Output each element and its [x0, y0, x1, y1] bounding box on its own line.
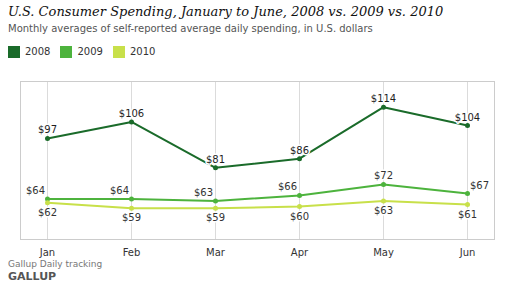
html-text:2008: 2008 — [25, 46, 51, 57]
html-text:Monthly averages of self-repor: Monthly averages of self-reported averag… — [8, 23, 373, 34]
svg-text:Jun: Jun — [459, 247, 476, 258]
html-text:2009: 2009 — [77, 46, 103, 57]
html-text:2010: 2010 — [129, 46, 156, 57]
svg-text:$66: $66 — [278, 181, 297, 192]
svg-text:$60: $60 — [290, 211, 309, 222]
svg-text:Jan: Jan — [39, 247, 55, 258]
svg-text:$72: $72 — [374, 170, 393, 181]
svg-text:$97: $97 — [38, 124, 57, 135]
svg-text:Mar: Mar — [206, 247, 226, 258]
svg-text:$59: $59 — [122, 212, 141, 223]
svg-text:$59: $59 — [206, 212, 225, 223]
svg-text:Feb: Feb — [123, 247, 141, 258]
svg-text:May: May — [373, 247, 394, 258]
svg-text:$62: $62 — [38, 207, 57, 218]
svg-text:$63: $63 — [194, 187, 213, 198]
svg-text:$64: $64 — [110, 185, 129, 196]
svg-text:$64: $64 — [26, 185, 45, 196]
svg-text:$104: $104 — [455, 112, 480, 123]
html-text:GALLUP: GALLUP — [8, 270, 57, 283]
svg-text:$63: $63 — [374, 205, 393, 216]
svg-text:$114: $114 — [371, 93, 396, 104]
svg-text:$86: $86 — [290, 145, 309, 156]
html-text:U.S. Consumer Spending, Januar: U.S. Consumer Spending, January to June,… — [8, 4, 444, 19]
html-text:Gallup Daily tracking: Gallup Daily tracking — [8, 259, 103, 269]
svg-text:$106: $106 — [119, 108, 144, 119]
svg-text:$81: $81 — [206, 154, 225, 165]
svg-text:Apr: Apr — [291, 247, 309, 258]
svg-text:$61: $61 — [458, 209, 477, 220]
svg-text:$67: $67 — [470, 180, 489, 191]
